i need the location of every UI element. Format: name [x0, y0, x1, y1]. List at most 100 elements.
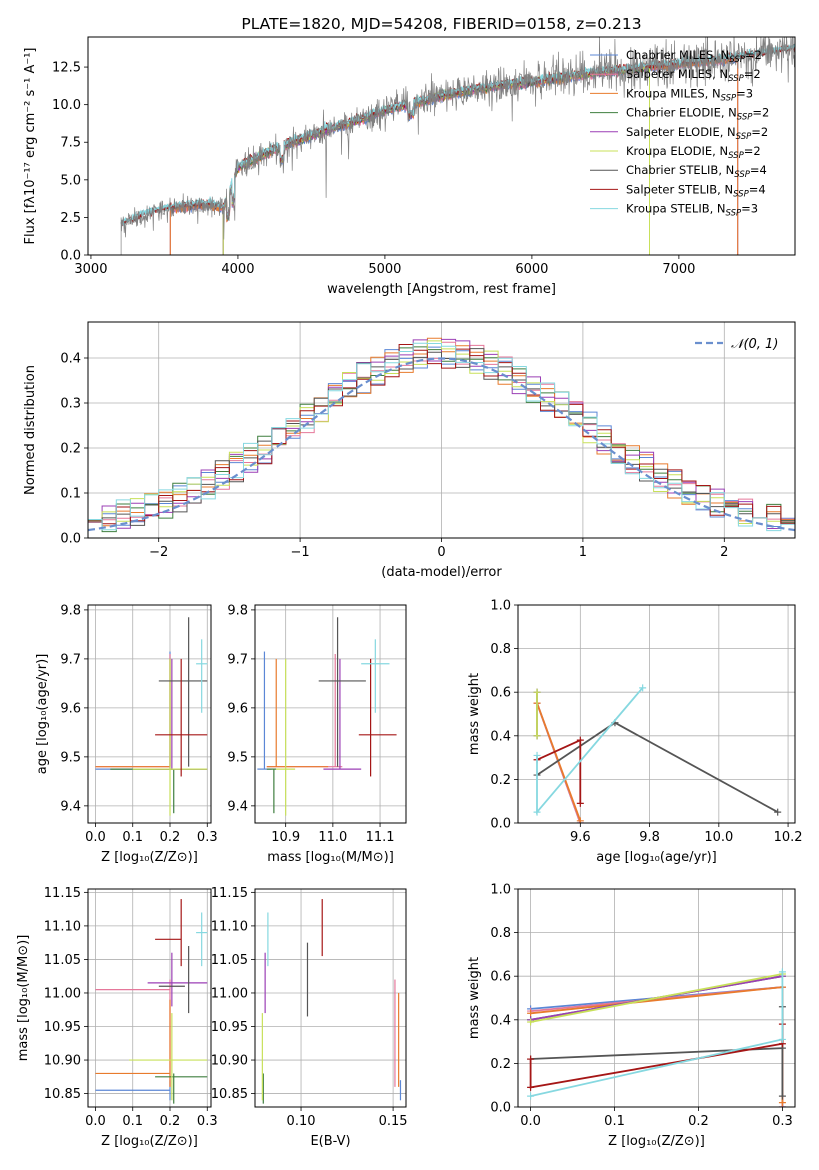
- spectrum-title: PLATE=1820, MJD=54208, FIBERID=0158, z=0…: [241, 15, 641, 33]
- massweight-vs-age-frame: [517, 604, 796, 824]
- residuals-xtick-label: 2: [720, 545, 728, 560]
- spectrum-xtick-label: 6000: [515, 262, 548, 277]
- mass-vs-ebv-xtick-label: 0.15: [379, 1114, 408, 1129]
- legend-entry: Kroupa ELODIE, NSSP=2: [626, 144, 761, 161]
- mass-weight-marker: [533, 732, 541, 740]
- massweight-vs-age-xtick-label: 10.2: [774, 830, 803, 845]
- residuals-ytick-label: 0.1: [60, 487, 81, 502]
- mass-weight-line: [536, 702, 582, 822]
- residuals-xlabel: (data-model)/error: [381, 565, 502, 580]
- massweight-vs-Z-ytick-label: 0.8: [490, 926, 511, 941]
- massweight-vs-age-xtick-label: 9.6: [570, 830, 591, 845]
- age-vs-mass-xtick-label: 11.0: [318, 830, 347, 845]
- massweight-vs-age-xtick-label: 9.8: [639, 830, 660, 845]
- mass-vs-ebv-panel: 0.10 0.15 10.85 10.90 10.95 11.00 11.05 11.10 11…: [211, 886, 408, 1149]
- age-vs-Z-xtick-label: 0.2: [160, 830, 181, 845]
- mass-weight-marker: [533, 751, 541, 759]
- mass-vs-ebv-ytick-label: 11.15: [211, 886, 248, 901]
- age-vs-mass-xtick-label: 11.1: [366, 830, 395, 845]
- age-vs-mass-grid: [255, 605, 406, 823]
- age-vs-mass-ytick-label: 9.4: [227, 799, 248, 814]
- mass-vs-ebv-ytick-label: 11.05: [211, 953, 248, 968]
- age-vs-mass-ytick-label: 9.5: [227, 750, 248, 765]
- massweight-vs-age-ytick-label: 0.4: [490, 729, 511, 744]
- massweight-vs-age-grid: [518, 604, 795, 824]
- spectrum-model-line: [170, 56, 738, 223]
- massweight-vs-Z-plot: [527, 968, 786, 1107]
- mass-vs-ebv-plot: [261, 899, 402, 1104]
- mass-weight-marker: [778, 968, 786, 976]
- mass-weight-marker: [527, 1009, 535, 1017]
- spectrum-panel: 3000 4000 5000 6000 7000 0.0 2.5 5.0 7.5 10.0 12.5…: [23, 15, 796, 297]
- mass-vs-Z-xtick-label: 0.0: [85, 1114, 106, 1129]
- legend-entry: Salpeter ELODIE, NSSP=2: [626, 125, 768, 142]
- mass-weight-line: [530, 986, 784, 1103]
- massweight-vs-Z-frame: [517, 888, 796, 1108]
- residuals-ytick-label: 0.2: [60, 442, 81, 457]
- spectrum-ytick-label: 7.5: [60, 136, 81, 151]
- mass-vs-ebv-ytick-label: 11.00: [211, 986, 248, 1001]
- massweight-vs-Z-ytick-label: 1.0: [490, 883, 511, 898]
- spectrum-ytick-label: 2.5: [60, 211, 81, 226]
- spectrum-xtick-label: 5000: [368, 262, 401, 277]
- massweight-vs-Z-ytick-label: 0.6: [490, 970, 511, 985]
- residuals-xtick-label: −1: [291, 545, 310, 560]
- mass-weight-marker: [778, 1099, 786, 1107]
- legend-entry: Salpeter STELIB, NSSP=4: [626, 182, 766, 199]
- massweight-vs-age-ytick-label: 0.6: [490, 686, 511, 701]
- age-vs-Z-frame: [87, 604, 212, 824]
- age-vs-Z-ylabel: age [log₁₀(age/yr)]: [35, 654, 50, 775]
- mass-vs-Z-ytick-label: 10.95: [44, 1020, 81, 1035]
- age-vs-mass-xlabel: mass [log₁₀(M/M⊙)]: [267, 850, 394, 865]
- spectrum-xlabel: wavelength [Angstrom, rest frame]: [327, 282, 556, 297]
- massweight-vs-Z-xtick-label: 0.2: [688, 1114, 709, 1129]
- massweight-vs-age-ytick-label: 0.8: [490, 642, 511, 657]
- age-vs-Z-ytick-label: 9.6: [60, 701, 81, 716]
- massweight-vs-age-ytick-label: 1.0: [490, 599, 511, 614]
- mass-vs-Z-xtick-label: 0.1: [122, 1114, 143, 1129]
- spectrum-frame: [87, 36, 796, 256]
- age-vs-Z-xtick-label: 0.3: [197, 830, 218, 845]
- spectrum-plot: [120, 37, 795, 255]
- mass-vs-ebv-xlabel: E(B-V): [310, 1134, 350, 1149]
- mass-weight-marker: [774, 808, 782, 816]
- massweight-vs-age-xtick-label: 10.0: [704, 830, 733, 845]
- residuals-ylabel: Normed distribution: [23, 365, 38, 495]
- legend-entry: Chabrier ELODIE, NSSP=2: [626, 106, 769, 123]
- age-vs-Z-plot: [95, 617, 208, 816]
- residual-histogram: [88, 348, 795, 526]
- mass-vs-Z-frame: [87, 888, 212, 1108]
- spectrum-xtick-label: 4000: [221, 262, 254, 277]
- legend-entry: 𝒩(0, 1): [731, 337, 778, 352]
- spectrum-ytick-label: 10.0: [52, 98, 81, 113]
- age-vs-Z-panel: 0.0 0.1 0.2 0.3 9.4 9.5 9.6 9.7 9.8 Z [log₁₀(Z/Z⊙…: [35, 603, 218, 865]
- mass-vs-ebv-ytick-label: 10.95: [211, 1020, 248, 1035]
- mass-weight-marker: [576, 799, 584, 807]
- massweight-vs-age-plot: [533, 684, 782, 823]
- residuals-frame: [87, 321, 796, 539]
- mass-vs-ebv-ytick-label: 11.10: [211, 919, 248, 934]
- age-vs-mass-frame: [254, 604, 407, 824]
- mass-vs-Z-ytick-label: 11.10: [44, 919, 81, 934]
- mass-weight-marker: [639, 684, 647, 692]
- mass-vs-Z-grid: [88, 889, 211, 1107]
- massweight-vs-age-ylabel: mass weight: [467, 673, 482, 755]
- residuals-ytick-label: 0.0: [60, 532, 81, 547]
- residuals-xtick-label: −2: [149, 545, 168, 560]
- mass-vs-ebv-xtick-label: 0.10: [287, 1114, 316, 1129]
- mass-vs-ebv-ytick-label: 10.90: [211, 1054, 248, 1069]
- mass-weight-marker: [778, 1092, 786, 1100]
- age-vs-mass-ytick-label: 9.8: [227, 603, 248, 618]
- massweight-vs-Z-ytick-label: 0.4: [490, 1013, 511, 1028]
- spectrum-ytick-label: 12.5: [52, 61, 81, 76]
- age-vs-mass-plot: [257, 617, 397, 816]
- spectrum-ylabel: Flux [fλ10⁻¹⁷ erg cm⁻² s⁻¹ A⁻¹]: [23, 48, 38, 245]
- residuals-plot: [88, 337, 795, 533]
- mass-vs-ebv-grid: [255, 889, 406, 1107]
- age-vs-mass-xtick-label: 10.9: [271, 830, 300, 845]
- residuals-ytick-label: 0.4: [60, 352, 81, 367]
- mass-weight-line: [529, 1024, 784, 1089]
- age-vs-Z-xtick-label: 0.1: [122, 830, 143, 845]
- massweight-vs-age-ytick-label: 0.0: [490, 817, 511, 832]
